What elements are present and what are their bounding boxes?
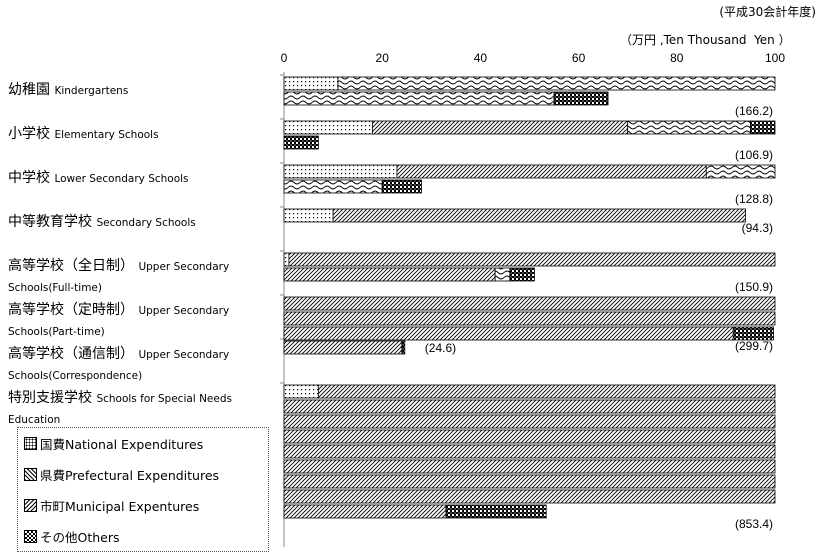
bar-segment — [283, 135, 319, 150]
legend-swatch — [24, 499, 37, 512]
category-label-en: Lower Secondary Schools — [54, 173, 189, 185]
category-label: 高等学校（全日制） Upper Secondary Schools(Full-t… — [8, 255, 270, 296]
legend-swatch — [24, 437, 37, 450]
category-label-en: Schools for Special Needs Education — [8, 393, 232, 426]
bar-segment — [283, 384, 319, 399]
category-label-en: Kindergartens — [54, 85, 129, 97]
legend-label: その他Others — [40, 530, 120, 545]
x-tick-label: 40 — [474, 51, 488, 65]
legend-swatch — [24, 530, 37, 543]
category-label-ja: 中等教育学校 — [8, 214, 97, 230]
bar-segment — [283, 76, 339, 91]
category-label-en: Elementary Schools — [54, 129, 159, 141]
bar-segment — [283, 179, 383, 194]
x-tick-label: 80 — [670, 51, 684, 65]
category-label: 高等学校（定時制） Upper Secondary Schools(Part-t… — [8, 299, 270, 340]
total-label: (94.3) — [742, 221, 773, 235]
bar-segment — [283, 474, 776, 489]
category-label-en: Secondary Schools — [96, 217, 196, 229]
bar-segment — [332, 208, 746, 223]
category-label-ja: 中学校 — [8, 170, 55, 186]
total-label: (128.8) — [735, 192, 773, 206]
bar-segment — [494, 267, 511, 282]
bar-segment — [371, 120, 629, 135]
chart-title: (平成30会計年度) — [719, 5, 816, 19]
x-tick-label: 0 — [281, 51, 288, 65]
bar-segment — [445, 504, 547, 519]
bar-segment — [337, 76, 776, 91]
category-label-ja: 小学校 — [8, 126, 55, 142]
bar-segment — [283, 267, 496, 282]
total-label: (106.9) — [735, 148, 773, 162]
category-label-en: Upper Secondary Schools(Correspondence) — [8, 349, 230, 382]
legend-item: 国費National Expenditures — [24, 434, 203, 453]
bar-segment — [732, 326, 774, 341]
category-label-en: Upper Secondary Schools(Full-time) — [8, 261, 230, 294]
bar-segment — [283, 489, 776, 504]
x-tick-label: 60 — [572, 51, 586, 65]
category-label-ja: 高等学校（全日制） — [8, 258, 139, 274]
category-label-ja: 高等学校（通信制） — [8, 346, 139, 362]
category-label-ja: 幼稚園 — [8, 82, 55, 98]
bar-segment — [283, 504, 447, 519]
bar-segment — [283, 340, 403, 355]
bar-segment — [553, 91, 609, 106]
legend-label: 県費Prefectural Expenditures — [40, 468, 220, 483]
bar-segment — [396, 164, 707, 179]
bar-segment — [283, 326, 734, 341]
bar-segment — [317, 384, 776, 399]
bar-segment — [283, 444, 776, 459]
category-label-ja: 高等学校（定時制） — [8, 302, 139, 318]
category-label-en: Upper Secondary Schools(Part-time) — [8, 305, 230, 338]
total-label: (853.4) — [735, 517, 773, 531]
total-label: (24.6) — [425, 341, 456, 355]
legend-swatch — [24, 468, 37, 481]
bar-segment — [750, 120, 776, 135]
legend-item: 市町Municipal Expentures — [24, 496, 199, 515]
category-label: 幼稚園 Kindergartens — [8, 79, 270, 100]
bar-segment — [283, 208, 334, 223]
category-label: 小学校 Elementary Schools — [8, 123, 270, 144]
bar-segment — [283, 429, 776, 444]
bar-segment — [509, 267, 535, 282]
total-label: (150.9) — [735, 280, 773, 294]
bar-segment — [705, 164, 776, 179]
category-label: 中学校 Lower Secondary Schools — [8, 167, 270, 188]
bar-segment — [283, 311, 776, 326]
bar-segment — [283, 91, 555, 106]
total-label: (166.2) — [735, 104, 773, 118]
category-label: 特別支援学校 Schools for Special Needs Educati… — [8, 387, 270, 428]
bar-segment — [288, 252, 776, 267]
legend-label: 市町Municipal Expentures — [40, 499, 200, 514]
bar-segment — [283, 252, 290, 267]
total-label: (299.7) — [735, 339, 773, 353]
bar-segment — [283, 399, 776, 414]
bar-segment — [283, 459, 776, 474]
category-label: 中等教育学校 Secondary Schools — [8, 211, 270, 232]
bar-segment — [283, 414, 776, 429]
bar-segment — [283, 296, 776, 311]
bar-segment — [627, 120, 751, 135]
unit-label: （万円 ,Ten Thousand Yen ） — [620, 33, 791, 47]
bar-segment — [283, 164, 398, 179]
legend-item: その他Others — [24, 527, 120, 546]
bar-segment — [283, 120, 373, 135]
bar-segment — [401, 340, 406, 355]
category-label: 高等学校（通信制） Upper Secondary Schools(Corres… — [8, 343, 270, 384]
x-tick-label: 20 — [376, 51, 390, 65]
bar-segment — [381, 179, 422, 194]
x-tick-label: 100 — [765, 51, 785, 65]
category-label-ja: 特別支援学校 — [8, 390, 97, 406]
legend-label: 国費National Expenditures — [40, 437, 204, 452]
legend-item: 県費Prefectural Expenditures — [24, 465, 219, 484]
